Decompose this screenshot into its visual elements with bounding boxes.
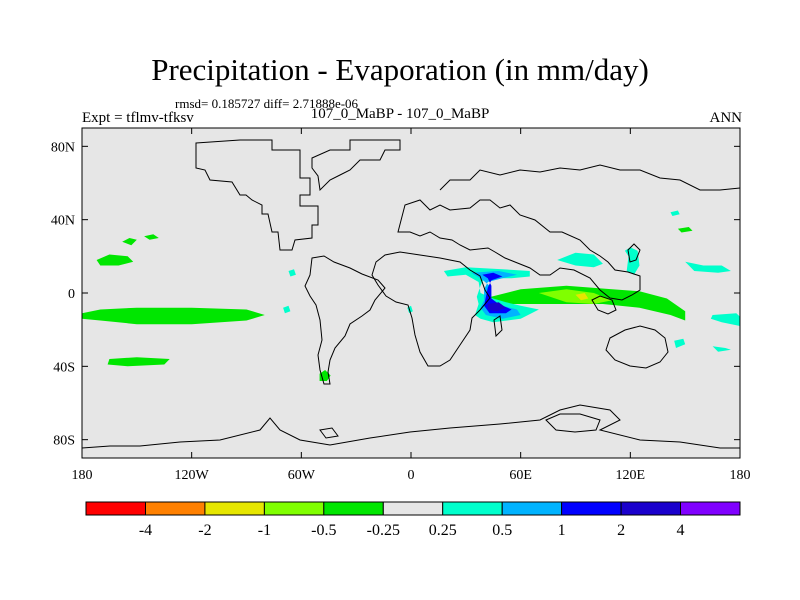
coastline-japan	[627, 243, 641, 263]
contour-pacific-cyan-dot	[288, 269, 296, 277]
contour-indian-ocean-band-core	[538, 289, 613, 304]
contour-north-pacific-patch	[96, 254, 134, 266]
colorbar-swatch	[323, 501, 384, 516]
contour-north-pacific-green	[677, 227, 693, 233]
y-axis: 80N 40N 0 40S 80S	[51, 140, 740, 449]
contour-south-pacific-blue-2	[712, 346, 731, 352]
coastline-arctic	[439, 164, 740, 191]
coastlines	[82, 139, 740, 449]
x-tick-label: 60E	[509, 468, 532, 483]
coastline-small-island	[319, 427, 339, 439]
colorbar-label: -0.25	[367, 522, 400, 539]
x-tick-label: 180	[730, 468, 751, 483]
coastline-north-america	[195, 139, 319, 251]
coastline-south-america	[304, 255, 386, 385]
coastline-madagascar	[493, 315, 503, 338]
colorbar-label: 2	[617, 522, 625, 539]
contour-tropical-atlantic-pacific-band	[82, 307, 265, 325]
colorbar-label: 0.25	[429, 522, 457, 539]
colorbar-label: 1	[558, 522, 566, 539]
colorbar-swatch	[382, 501, 444, 516]
x-tick-label: 120W	[175, 468, 210, 483]
colorbar-label: -1	[258, 522, 271, 539]
contour-north-atlantic-blue	[670, 210, 680, 216]
contour-southern-blue-3	[674, 338, 686, 348]
contour-arabia-moist-mid	[471, 271, 521, 319]
colorbar-label: -4	[139, 522, 152, 539]
colorbar-swatch	[501, 501, 563, 516]
colorbar-swatch	[145, 501, 206, 516]
chart-title: Precipitation - Evaporation (in mm/day)	[151, 52, 649, 87]
runs-label: 107_0_MaBP - 107_0_MaBP	[310, 106, 490, 122]
colorbar-swatch	[85, 501, 146, 516]
season-label: ANN	[709, 110, 743, 126]
colorbar-swatch	[442, 501, 503, 516]
coastline-greenland	[311, 139, 401, 192]
contour-south-pacific-blue	[710, 313, 740, 326]
coastline-antarctica	[82, 404, 740, 449]
x-tick-label: 120E	[616, 468, 646, 483]
y-tick-label: 80N	[51, 140, 75, 155]
stats-line: rmsd= 0.185727 diff= 2.71888e-06	[175, 96, 359, 111]
contour-east-asia-patch	[557, 252, 603, 268]
contour-fills	[82, 210, 740, 381]
colorbar-swatch	[263, 501, 325, 516]
experiment-label: Expt = tflmv-tfksv	[82, 110, 194, 126]
contour-arabia-moist-high	[482, 272, 512, 314]
contour-south-pacific-streak	[107, 357, 170, 367]
contour-indian-ocean-band-peak	[575, 293, 589, 301]
colorbar-label: -0.5	[311, 522, 336, 539]
coastline-eurasia	[397, 199, 641, 301]
colorbar: -4 -2 -1 -0.5 -0.25 0.25 0.5 1 2 4	[85, 501, 741, 539]
colorbar-label: -2	[198, 522, 211, 539]
contour-north-pacific-blue	[685, 261, 731, 273]
y-tick-label: 40N	[51, 214, 75, 229]
colorbar-swatch	[561, 501, 622, 516]
coastline-africa	[371, 251, 491, 367]
colorbar-swatch	[204, 501, 265, 516]
coastline-indonesia	[591, 295, 617, 315]
contour-north-pacific-patch-2	[122, 238, 137, 246]
x-axis: 180 120W 60W 0 60E 120E 180	[72, 128, 751, 483]
colorbar-label: 0.5	[492, 522, 512, 539]
y-tick-label: 80S	[53, 434, 75, 449]
colorbar-swatch	[680, 501, 741, 516]
x-tick-label: 60W	[288, 468, 316, 483]
y-tick-label: 40S	[53, 360, 75, 375]
y-tick-label: 0	[68, 287, 75, 302]
coastline-antarctic-peninsula	[545, 413, 601, 433]
x-tick-label: 0	[408, 468, 415, 483]
contour-north-pacific-patch-3	[144, 234, 159, 240]
colorbar-label: 4	[677, 522, 685, 539]
colorbar-swatch	[620, 501, 682, 516]
contour-arabia-moist-peak	[487, 302, 506, 312]
coastline-australia	[605, 325, 669, 369]
contour-arabia-moist-region	[443, 267, 539, 323]
x-tick-label: 180	[72, 468, 93, 483]
contour-tropical-pacific-blue	[283, 305, 291, 314]
